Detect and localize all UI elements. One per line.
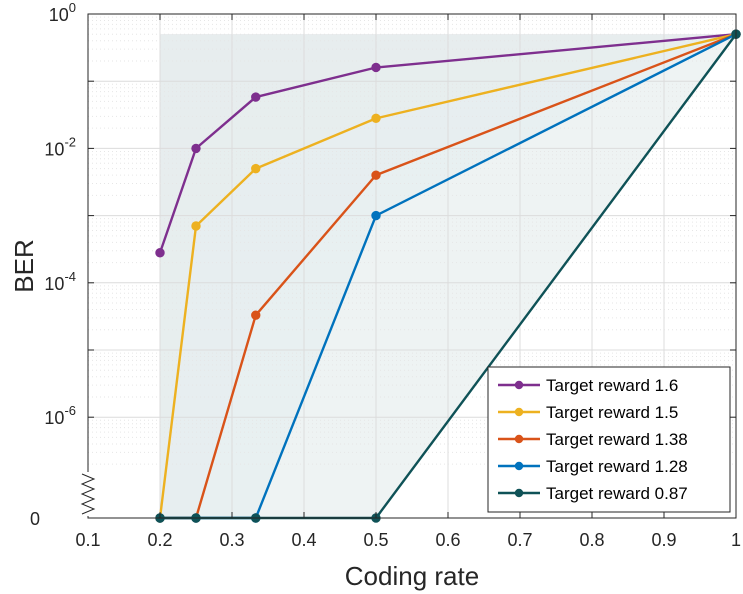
x-tick-label: 0.2 — [147, 530, 172, 550]
y-tick-label: 100 — [49, 0, 76, 25]
y-tick-label: 10-4 — [44, 269, 76, 294]
legend-label-2: Target reward 1.5 — [546, 403, 678, 422]
x-axis-label: Coding rate — [345, 561, 479, 591]
x-tick-label: 0.1 — [75, 530, 100, 550]
axis-break-mark — [80, 472, 96, 516]
legend: Target reward 1.6 Target reward 1.5 Target… — [487, 366, 731, 513]
data-point-2 — [191, 221, 201, 231]
x-tick-labels: 0.1 0.2 0.3 0.4 0.5 0.6 0.7 0.8 0.9 1 — [75, 530, 741, 550]
data-point-1 — [155, 248, 165, 258]
legend-label-3: Target reward 1.38 — [546, 430, 688, 449]
axes-box — [87, 13, 737, 519]
y-axis-label: BER — [9, 239, 39, 292]
x-tick-label: 0.3 — [219, 530, 244, 550]
legend-marker-5 — [514, 488, 524, 498]
data-point-1 — [251, 92, 261, 102]
data-point-4 — [371, 210, 381, 221]
x-tick-label: 0.7 — [507, 530, 532, 550]
x-tick-label: 1 — [731, 530, 741, 550]
legend-label-1: Target reward 1.6 — [546, 376, 678, 395]
y-tick-labels: 100 10-2 10-4 10-6 0 — [30, 0, 76, 529]
data-point-1 — [371, 62, 381, 73]
data-point-2 — [251, 163, 261, 174]
data-point-3 — [251, 310, 261, 320]
data-point-1 — [191, 143, 201, 154]
x-tick-label: 0.8 — [579, 530, 604, 550]
y-tick-label: 10-6 — [44, 403, 76, 428]
legend-marker-4 — [514, 461, 524, 471]
break-zigzag — [80, 473, 96, 515]
legend-label-5: Target reward 0.87 — [546, 484, 688, 503]
data-point-3 — [371, 170, 381, 180]
x-tick-label: 0.6 — [435, 530, 460, 550]
legend-marker-2 — [514, 407, 524, 417]
axis-ticks — [87, 13, 737, 518]
legend-marker-3 — [514, 434, 524, 444]
y-tick-label: 10-2 — [44, 134, 76, 159]
data-point-2 — [371, 113, 381, 124]
x-tick-label: 0.5 — [363, 530, 388, 550]
x-tick-label: 0.4 — [291, 530, 316, 550]
x-tick-label: 0.9 — [651, 530, 676, 550]
legend-label-4: Target reward 1.28 — [546, 457, 688, 476]
y-tick-label-zero: 0 — [30, 509, 40, 529]
legend-marker-1 — [514, 380, 524, 390]
